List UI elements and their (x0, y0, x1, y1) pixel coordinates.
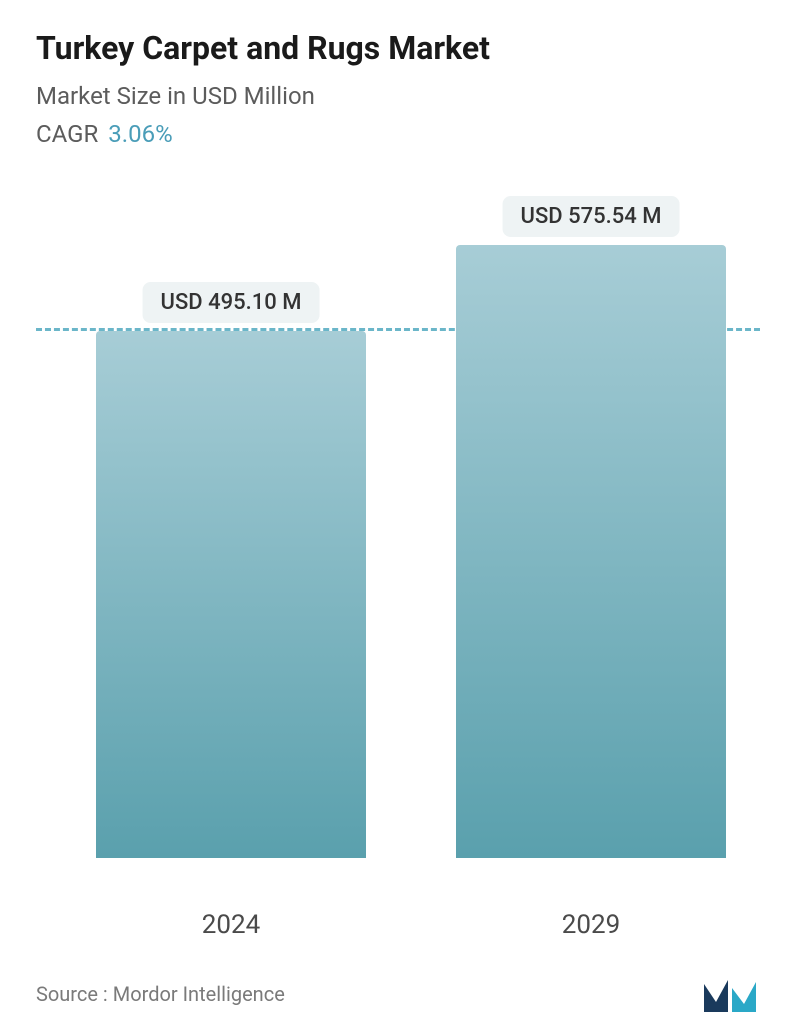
chart-footer: Source : Mordor Intelligence (36, 968, 760, 1014)
value-tag: USD 495.10 M (143, 282, 320, 323)
bar-2024: USD 495.10 M (96, 331, 366, 858)
x-label-2029: 2029 (456, 910, 726, 940)
cagr-value: 3.06% (108, 120, 172, 148)
plot-region: USD 495.10 M USD 575.54 M (36, 198, 760, 858)
value-tag: USD 575.54 M (503, 196, 680, 237)
cagr-row: CAGR 3.06% (36, 120, 760, 148)
source-text: Source : Mordor Intelligence (36, 982, 285, 1006)
bar-fill (456, 245, 726, 858)
chart-container: Turkey Carpet and Rugs Market Market Siz… (0, 0, 796, 1034)
x-axis-labels: 2024 2029 (36, 898, 760, 958)
bars-group: USD 495.10 M USD 575.54 M (36, 198, 760, 858)
cagr-label: CAGR (36, 120, 98, 148)
bar-2029: USD 575.54 M (456, 245, 726, 858)
mordor-logo-icon (702, 974, 760, 1014)
bar-fill (96, 331, 366, 858)
chart-subtitle: Market Size in USD Million (36, 82, 760, 110)
x-label-2024: 2024 (96, 910, 366, 940)
chart-area: USD 495.10 M USD 575.54 M 2024 2029 (36, 198, 760, 958)
chart-title: Turkey Carpet and Rugs Market (36, 28, 760, 68)
